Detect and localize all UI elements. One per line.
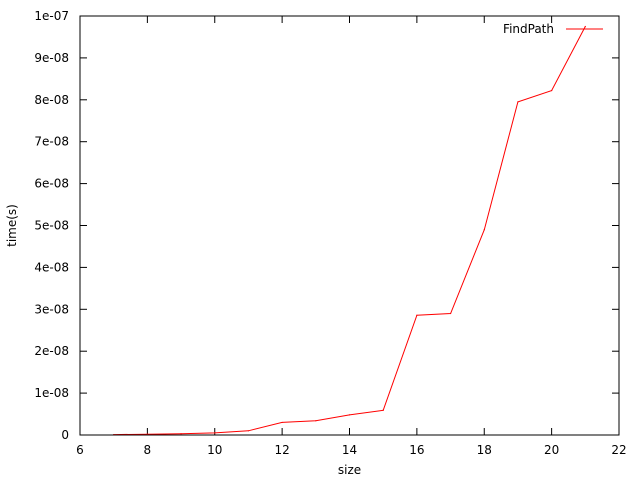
y-tick-label: 4e-08 <box>34 260 69 274</box>
x-axis-label: size <box>338 463 361 477</box>
x-tick-label: 8 <box>144 443 152 457</box>
data-point <box>551 89 553 92</box>
data-point <box>449 312 452 315</box>
x-tick-label: 18 <box>477 443 492 457</box>
y-tick-label: 5e-08 <box>34 219 69 233</box>
legend: FindPath <box>503 22 603 36</box>
x-tick-label: 16 <box>409 443 424 457</box>
y-tick-label: 9e-08 <box>34 51 69 65</box>
y-tick-label: 2e-08 <box>34 344 69 358</box>
x-tick-label: 14 <box>342 443 357 457</box>
data-point <box>483 229 485 231</box>
data-point <box>247 430 250 432</box>
y-tick-label: 7e-08 <box>34 135 69 149</box>
data-point <box>416 314 418 316</box>
data-point <box>382 409 384 411</box>
data-point <box>348 414 351 416</box>
data-point <box>517 101 519 103</box>
legend-label: FindPath <box>503 22 554 36</box>
data-point <box>180 433 182 435</box>
data-point <box>146 433 148 435</box>
data-point <box>281 421 283 424</box>
series-layer <box>113 25 586 436</box>
data-point <box>214 432 216 434</box>
y-tick-label: 3e-08 <box>34 302 69 316</box>
x-tick-label: 20 <box>544 443 559 457</box>
data-point <box>315 420 317 422</box>
x-tick-label: 22 <box>611 443 626 457</box>
x-tick-label: 10 <box>207 443 222 457</box>
y-axis-ticks: 0 1e-08 2e-08 3e-08 4e-08 5e-08 6e-08 7e-08 8e-0… <box>34 9 619 442</box>
y-tick-label: 6e-08 <box>34 177 69 191</box>
x-tick-label: 12 <box>274 443 289 457</box>
y-tick-label: 0 <box>61 428 69 442</box>
y-tick-label: 1e-08 <box>34 386 69 400</box>
y-tick-label: 1e-07 <box>34 9 69 23</box>
y-tick-label: 8e-08 <box>34 93 69 107</box>
data-point <box>584 25 586 28</box>
x-tick-label: 6 <box>76 443 84 457</box>
y-axis-label: time(s) <box>5 204 19 247</box>
plot-frame <box>79 15 620 436</box>
x-axis-ticks: 6 8 10 12 14 16 18 20 22 <box>76 16 627 457</box>
